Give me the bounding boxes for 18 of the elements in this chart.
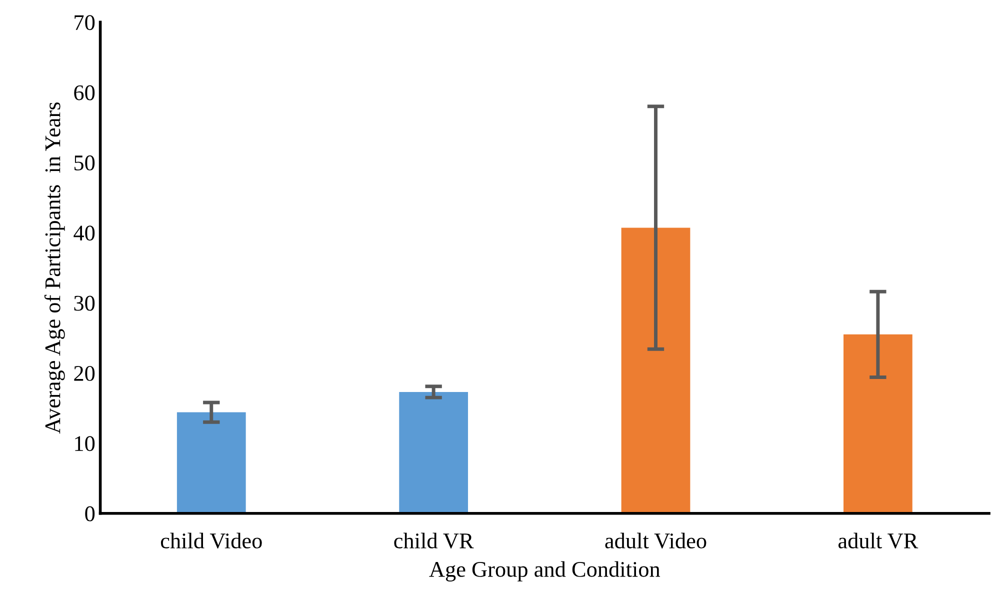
y-tick-label: 30 <box>74 296 95 311</box>
y-tick-label: 0 <box>85 506 95 522</box>
y-tick-label: 60 <box>74 85 95 100</box>
y-axis-title: Average Age of Participants in Years <box>44 102 65 434</box>
x-tick-label: child Video <box>160 532 262 549</box>
y-tick-label: 50 <box>74 155 95 170</box>
bar <box>176 412 246 514</box>
bar <box>844 334 912 514</box>
x-tick-label: adult Video <box>605 532 706 549</box>
y-tick-label: 70 <box>74 15 95 30</box>
x-tick-label: child VR <box>394 532 474 549</box>
x-tick-label: adult VR <box>838 532 918 549</box>
y-tick-label: 20 <box>74 366 95 381</box>
bar <box>621 228 690 514</box>
y-tick-label: 40 <box>74 226 95 241</box>
bar <box>399 392 468 514</box>
x-axis-title: Age Group and Condition <box>429 561 660 582</box>
y-tick-label: 10 <box>75 436 95 452</box>
